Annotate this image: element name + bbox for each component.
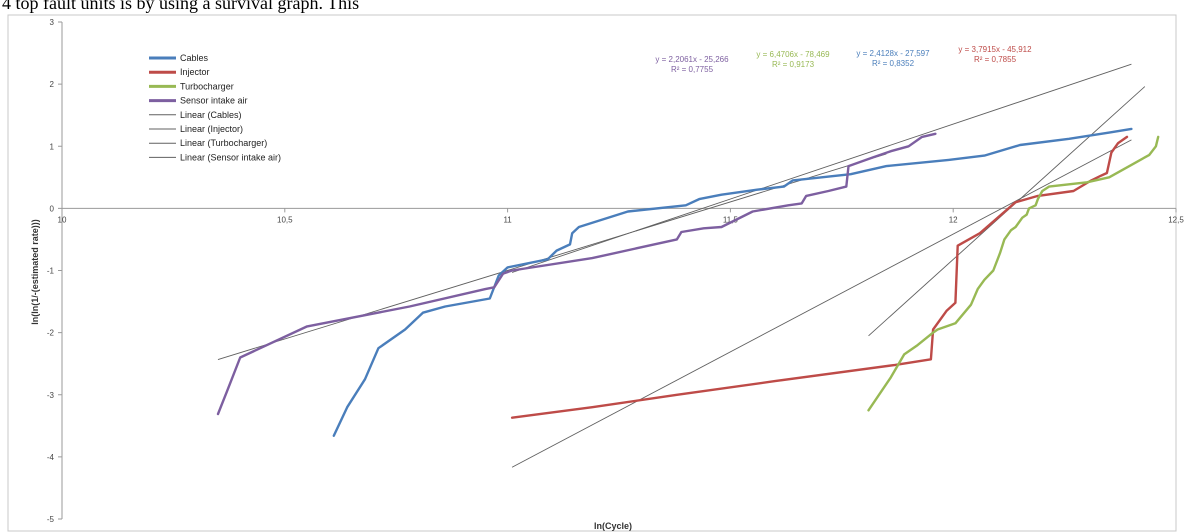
y-tick-label: -1: [47, 267, 55, 276]
trend-r-squared: R² = 0,7755: [671, 65, 714, 74]
x-tick-label: 12: [949, 215, 958, 224]
y-tick-label: 2: [50, 80, 55, 89]
legend-entry: Linear (Injector): [180, 124, 243, 134]
trend-equation: y = 3,7915x - 45,912: [958, 45, 1032, 54]
legend-entry: Linear (Cables): [180, 110, 242, 120]
trend-r-squared: R² = 0,7855: [974, 55, 1017, 64]
legend-entry: Sensor intake air: [180, 96, 248, 106]
series-line-cables: [332, 127, 1133, 437]
x-axis-label: ln(Cycle): [594, 521, 632, 531]
series-line-injector: [510, 135, 1129, 419]
legend-entry: Linear (Turbocharger): [180, 138, 267, 148]
y-tick-label: -2: [47, 329, 55, 338]
trendline-linear-sensor-intake-air: [511, 139, 1132, 468]
trend-r-squared: R² = 0,9173: [772, 60, 815, 69]
y-tick-label: 0: [50, 204, 55, 213]
x-tick-label: 11: [503, 215, 512, 224]
x-tick-label: 12,5: [1168, 215, 1184, 224]
legend-entry: Injector: [180, 67, 210, 77]
y-tick-label: 1: [50, 142, 55, 151]
legend-entry: Cables: [180, 53, 209, 63]
x-tick-label: 10,5: [277, 215, 293, 224]
trend-r-squared: R² = 0,8352: [872, 59, 915, 68]
y-axis-label: ln(ln(1/-(estimated rate))): [30, 219, 40, 325]
x-tick-label: 10: [58, 215, 67, 224]
y-tick-label: -3: [47, 391, 55, 400]
trendline-linear-injector: [511, 63, 1132, 273]
trend-equation: y = 6,4706x - 78,469: [756, 50, 830, 59]
legend-entry: Linear (Sensor intake air): [180, 152, 281, 162]
chart-frame: [7, 14, 1177, 532]
trend-equation: y = 2,4128x - 27,597: [856, 49, 930, 58]
trend-equation: y = 2,2061x - 25,266: [655, 55, 729, 64]
x-tick-label: 11,5: [723, 215, 739, 224]
series-line-sensor-intake-air: [216, 132, 937, 416]
chart-legend: Cables Injector Turbocharger Sensor intake …: [149, 53, 281, 162]
legend-entry: Turbocharger: [180, 81, 234, 91]
y-tick-label: -4: [47, 453, 55, 462]
page-caption: 4 top fault units is by using a survival…: [2, 0, 360, 13]
y-tick-label: 3: [50, 18, 55, 27]
y-tick-label: -5: [47, 515, 55, 524]
series-line-turbocharger: [867, 135, 1160, 412]
data-series: [216, 127, 1160, 437]
